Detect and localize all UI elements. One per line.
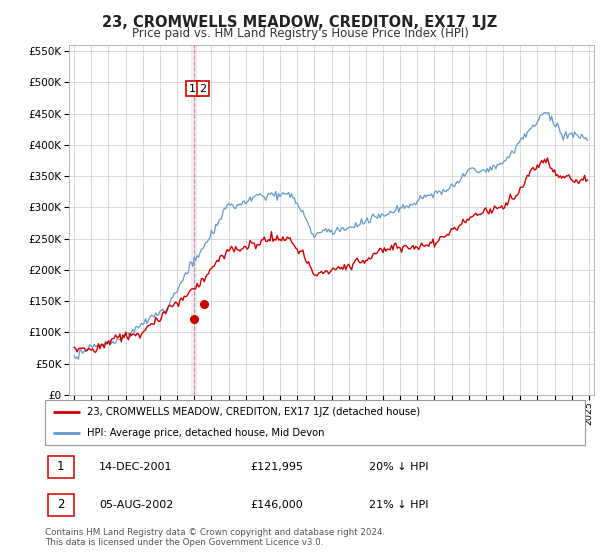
Text: 05-AUG-2002: 05-AUG-2002 (99, 500, 173, 510)
FancyBboxPatch shape (48, 494, 74, 516)
Bar (191, 45, 196, 395)
Text: £146,000: £146,000 (250, 500, 303, 510)
Text: 14-DEC-2001: 14-DEC-2001 (99, 462, 173, 472)
Text: 1: 1 (189, 83, 196, 94)
Text: 23, CROMWELLS MEADOW, CREDITON, EX17 1JZ: 23, CROMWELLS MEADOW, CREDITON, EX17 1JZ (103, 15, 497, 30)
Text: Price paid vs. HM Land Registry's House Price Index (HPI): Price paid vs. HM Land Registry's House … (131, 27, 469, 40)
Text: 2: 2 (199, 83, 206, 94)
FancyBboxPatch shape (45, 400, 585, 445)
Text: 21% ↓ HPI: 21% ↓ HPI (369, 500, 428, 510)
Text: 23, CROMWELLS MEADOW, CREDITON, EX17 1JZ (detached house): 23, CROMWELLS MEADOW, CREDITON, EX17 1JZ… (87, 408, 420, 418)
Text: £121,995: £121,995 (250, 462, 303, 472)
Text: Contains HM Land Registry data © Crown copyright and database right 2024.
This d: Contains HM Land Registry data © Crown c… (45, 528, 385, 547)
Text: 2: 2 (57, 498, 64, 511)
FancyBboxPatch shape (48, 456, 74, 478)
Text: HPI: Average price, detached house, Mid Devon: HPI: Average price, detached house, Mid … (87, 428, 325, 438)
Text: 20% ↓ HPI: 20% ↓ HPI (369, 462, 428, 472)
Text: 1: 1 (57, 460, 64, 473)
